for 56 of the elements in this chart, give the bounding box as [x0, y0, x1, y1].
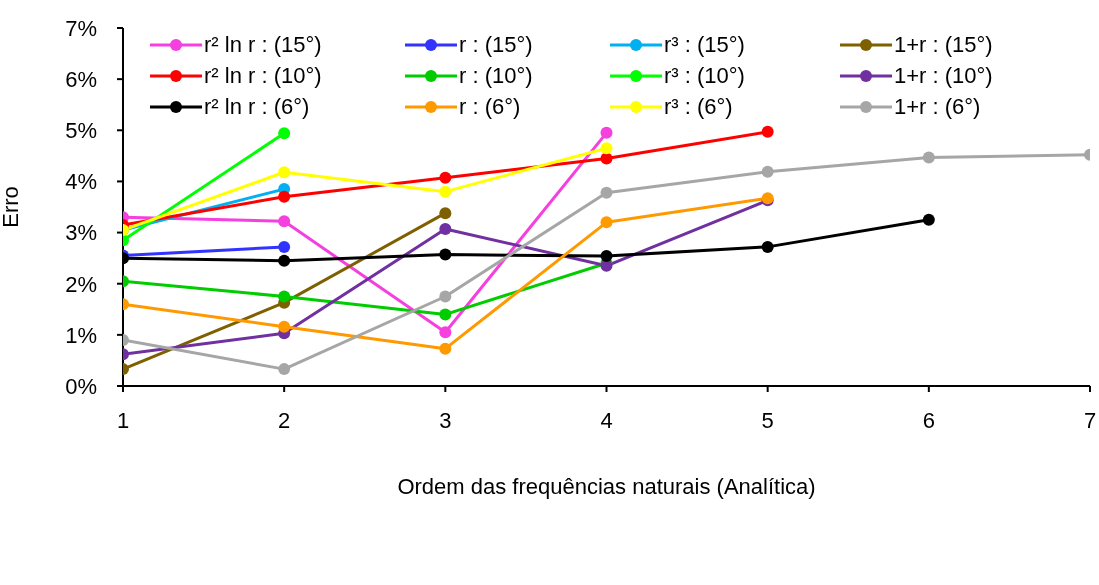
x-tick-label: 1 [116, 407, 130, 433]
point [600, 142, 613, 155]
legend-label: 1+r : (15°) [894, 31, 993, 58]
point [439, 248, 452, 261]
point [278, 290, 291, 303]
y-tick-label: 1% [65, 322, 97, 348]
legend-label: 1+r : (10°) [894, 62, 993, 89]
point [278, 190, 291, 203]
legend-label: r : (6°) [459, 93, 521, 120]
y-tick-label: 0% [65, 373, 97, 399]
legend-label: r : (10°) [459, 62, 533, 89]
legend-label: r² ln r : (15°) [204, 31, 322, 58]
legend-label: r³ : (15°) [664, 31, 745, 58]
point [600, 250, 613, 263]
point [439, 185, 452, 198]
point [922, 151, 935, 164]
x-tick-label: 7 [1083, 407, 1097, 433]
x-tick-label: 3 [439, 407, 452, 433]
y-tick-label: 7% [65, 15, 97, 41]
legend-label: r³ : (6°) [664, 93, 733, 120]
point [278, 320, 291, 333]
point [761, 125, 774, 138]
x-axis-title: Ordem das frequências naturais (Analítica) [397, 474, 816, 499]
point [439, 222, 452, 235]
point [439, 290, 452, 303]
point [278, 254, 291, 267]
x-tick-label: 6 [922, 407, 935, 433]
legend-label: r² ln r : (6°) [204, 93, 310, 120]
point [600, 126, 613, 139]
y-tick-label: 3% [65, 220, 97, 246]
point [761, 165, 774, 178]
legend-label: r : (15°) [459, 31, 533, 58]
y-tick-label: 2% [65, 271, 97, 297]
x-tick-label: 5 [761, 407, 774, 433]
y-tick-label: 5% [65, 118, 97, 144]
point [278, 215, 291, 228]
x-tick-label: 4 [600, 407, 613, 433]
point [439, 342, 452, 355]
y-axis-title: Erro [0, 186, 23, 228]
point [600, 216, 613, 229]
point [922, 213, 935, 226]
point [439, 171, 452, 184]
legend-label: r² ln r : (10°) [204, 62, 322, 89]
point [600, 152, 613, 165]
y-tick-label: 6% [65, 66, 97, 92]
point [439, 326, 452, 339]
y-tick-label: 4% [65, 169, 97, 195]
x-tick-label: 2 [278, 407, 291, 433]
point [439, 207, 452, 220]
point [439, 308, 452, 321]
point [278, 363, 291, 376]
point [761, 240, 774, 253]
legend-label: r³ : (10°) [664, 62, 745, 89]
point [600, 186, 613, 199]
legend-label: 1+r : (6°) [894, 93, 981, 120]
point [278, 166, 291, 179]
